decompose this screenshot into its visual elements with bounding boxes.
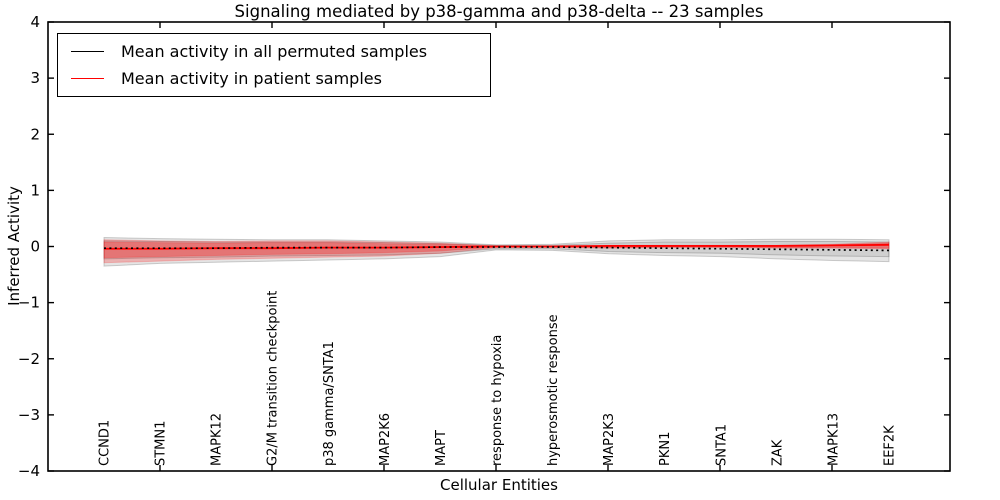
x-category-label: MAPK13 <box>826 413 841 466</box>
permuted-mean-line <box>104 246 890 252</box>
x-category-label: SNTA1 <box>714 424 729 466</box>
y-tick-label: 3 <box>30 69 40 87</box>
x-category-label: MAPT <box>434 430 449 466</box>
x-category-label: MAP2K3 <box>602 413 617 466</box>
patient-line-swatch <box>71 78 104 79</box>
x-category-label: STMN1 <box>154 421 169 466</box>
legend-label-permuted: Mean activity in all permuted samples <box>121 41 428 61</box>
y-tick-label: 2 <box>30 125 40 143</box>
x-category-label: CCND1 <box>98 420 113 466</box>
y-tick-label: 4 <box>30 13 40 31</box>
x-category-label: hyperosmotic response <box>546 314 561 466</box>
y-axis-label: Inferred Activity <box>5 186 23 306</box>
permuted-line-swatch <box>71 51 104 52</box>
y-tick-label: 1 <box>30 181 40 199</box>
y-tick-label: −3 <box>18 406 40 424</box>
legend-label-patient: Mean activity in patient samples <box>121 68 382 88</box>
x-category-label: G2/M transition checkpoint <box>266 291 281 466</box>
x-category-label: ZAK <box>770 439 785 466</box>
x-axis-label: Cellular Entities <box>440 476 558 494</box>
x-category-label: EEF2K <box>883 425 898 466</box>
x-category-label: PKN1 <box>658 432 673 466</box>
y-tick-label: −1 <box>18 294 40 312</box>
x-category-label: MAP2K6 <box>378 413 393 466</box>
chart-title: Signaling mediated by p38-gamma and p38-… <box>234 2 764 21</box>
x-category-label: response to hypoxia <box>490 335 505 466</box>
x-category-label: MAPK12 <box>210 413 225 466</box>
legend-item-patient: Mean activity in patient samples <box>58 69 490 89</box>
y-tick-label: 0 <box>30 238 40 256</box>
permuted-band-outer <box>103 237 890 267</box>
x-category-label: p38 gamma/SNTA1 <box>322 341 337 466</box>
legend-item-permuted: Mean activity in all permuted samples <box>58 42 490 62</box>
y-tick-label: −4 <box>18 462 40 480</box>
legend: Mean activity in all permuted samples Me… <box>57 33 491 97</box>
y-tick-label: −2 <box>18 350 40 368</box>
